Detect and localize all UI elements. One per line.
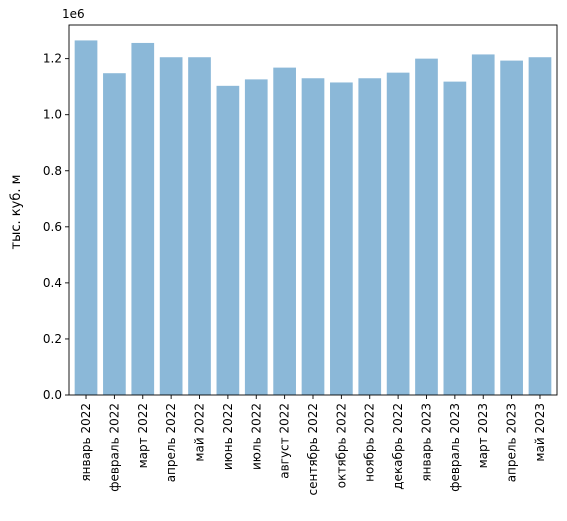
x-tick-label: сентябрь 2022 (306, 403, 320, 495)
bar-8 (273, 67, 296, 396)
y-tick-label: 0.2 (43, 332, 62, 346)
x-tick-label: март 2022 (136, 403, 150, 468)
x-tick-label: август 2022 (278, 403, 292, 479)
bar-4 (159, 57, 183, 395)
x-tick-label: март 2023 (476, 403, 490, 468)
x-tick-label: октябрь 2022 (334, 403, 348, 488)
y-tick-label: 0.0 (43, 388, 62, 402)
bar-5 (188, 57, 211, 395)
x-tick-label: июнь 2022 (221, 403, 235, 470)
x-tick-label: апрель 2022 (164, 403, 178, 482)
y-axis-ticks: 0.0 0.2 0.4 0.6 0.8 1.0 1.2 (43, 52, 69, 402)
y-tick-label: 0.4 (43, 276, 62, 290)
y-tick-label: 1.0 (43, 108, 62, 122)
bar-17 (528, 57, 552, 395)
bar-1 (74, 40, 98, 396)
bar-11 (358, 78, 382, 395)
x-tick-label: ноябрь 2022 (363, 403, 377, 482)
bar-13 (415, 58, 438, 395)
bar-10 (330, 82, 353, 396)
x-tick-label: январь 2022 (79, 403, 93, 482)
x-tick-label: май 2022 (193, 403, 207, 462)
x-tick-label: апрель 2023 (505, 403, 519, 482)
x-tick-label: май 2023 (533, 403, 547, 462)
x-tick-label: декабрь 2022 (391, 403, 405, 490)
y-axis-offset-text: 1e6 (62, 7, 85, 21)
plot-frame (68, 24, 558, 396)
bar-7 (244, 79, 268, 395)
bar-6 (216, 85, 240, 395)
bar-3 (131, 42, 155, 395)
bar-16 (500, 60, 523, 395)
y-axis-label: тыс. куб. м (9, 175, 24, 250)
bars-group (74, 40, 552, 396)
y-tick-label: 1.2 (43, 52, 62, 66)
x-tick-label: январь 2023 (419, 403, 433, 482)
y-tick-label: 0.6 (43, 220, 62, 234)
x-tick-label: февраль 2022 (107, 403, 121, 492)
x-tick-label: февраль 2023 (448, 403, 462, 492)
bar-15 (471, 54, 495, 396)
y-tick-label: 0.8 (43, 164, 62, 178)
bar-14 (443, 81, 467, 396)
x-axis-ticks: январь 2022 февраль 2022 март 2022 апрель 2… (79, 395, 547, 495)
x-tick-label: июль 2022 (249, 403, 263, 470)
bar-9 (301, 78, 325, 395)
bar-2 (103, 73, 126, 396)
bar-12 (386, 72, 410, 396)
